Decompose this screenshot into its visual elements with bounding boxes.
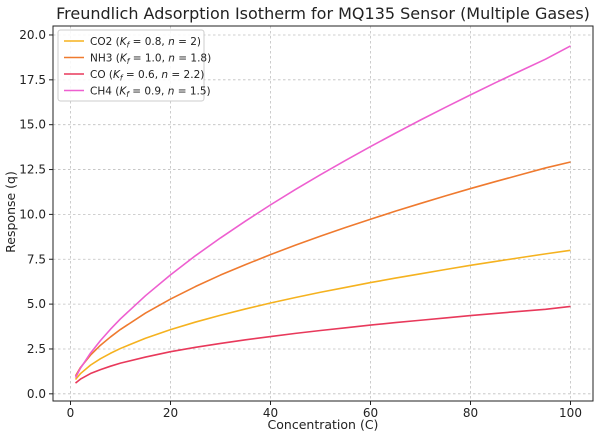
x-tick-label: 0 <box>67 406 75 420</box>
legend-entry: NH3 (Kf = 1.0, n = 1.8) <box>90 53 211 67</box>
y-axis-title: Response (q) <box>3 171 18 253</box>
x-tick-label: 40 <box>263 406 278 420</box>
series-line-nh3 <box>74 161 571 377</box>
legend-entry: CO2 (Kf = 0.8, n = 2) <box>90 36 201 50</box>
x-tick-label: 20 <box>163 406 178 420</box>
legend-box <box>57 29 205 102</box>
legend-entry: CO (Kf = 0.6, n = 2.2) <box>90 69 204 83</box>
series-line-ch4 <box>74 45 571 379</box>
chart-title: Freundlich Adsorption Isotherm for MQ135… <box>56 4 590 23</box>
x-tick-label: 60 <box>363 406 378 420</box>
y-tick-label: 15.0 <box>19 118 46 132</box>
series-layer <box>74 45 571 384</box>
y-tick-label: 5.0 <box>27 297 46 311</box>
series-line-co <box>75 305 571 384</box>
y-tick-label: 0.0 <box>27 387 46 401</box>
series-line-co2 <box>74 249 571 380</box>
y-tick-label: 10.0 <box>19 207 46 221</box>
y-tick-label: 7.5 <box>27 252 46 266</box>
plot-frame <box>52 25 594 402</box>
legend-entry: CH4 (Kf = 0.9, n = 1.5) <box>90 86 211 100</box>
x-axis-title: Concentration (C) <box>268 417 379 432</box>
legend: CO2 (Kf = 0.8, n = 2) NH3 (Kf = 1.0, n = … <box>57 29 211 102</box>
ticks: 0 20 40 60 80 100 0.0 2.5 5.0 7.5 10.0 12.5 15.0 17.5… <box>19 28 582 420</box>
x-tick-label: 80 <box>463 406 478 420</box>
y-tick-label: 17.5 <box>19 73 46 87</box>
y-tick-label: 2.5 <box>27 342 46 356</box>
y-tick-label: 12.5 <box>19 163 46 177</box>
x-tick-label: 100 <box>559 406 582 420</box>
y-tick-label: 20.0 <box>19 28 46 42</box>
